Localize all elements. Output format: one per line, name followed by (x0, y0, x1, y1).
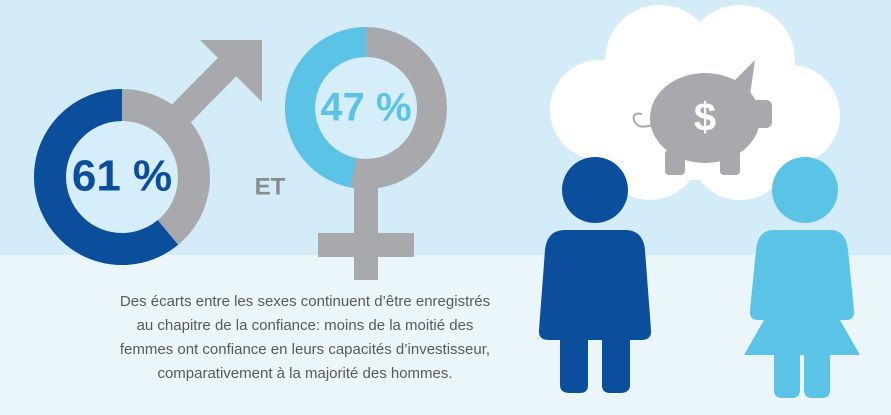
caption-line: Des écarts entre les sexes continuent d’… (120, 293, 490, 310)
connector-text: ET (255, 173, 286, 200)
value-label: 47 % (320, 86, 411, 130)
icon-label: $ (694, 96, 716, 140)
caption-line: comparativement à la majorité des hommes… (157, 365, 452, 382)
caption-line: au chapitre de la confiance: moins de la… (137, 317, 474, 334)
value-label: 61 % (72, 152, 172, 201)
cross-vertical (354, 180, 378, 280)
infographic: ET $ Des écarts entre les sexes continue… (0, 0, 891, 415)
cross-horizontal (318, 233, 414, 257)
caption-line: femmes ont confiance en leurs capacités … (120, 341, 490, 358)
